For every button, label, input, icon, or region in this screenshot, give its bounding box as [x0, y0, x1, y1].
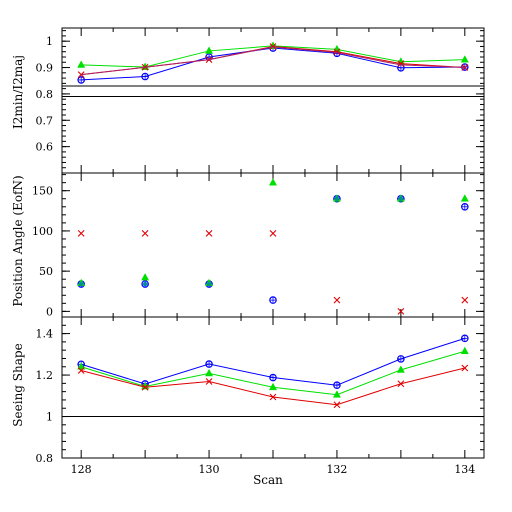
data-point-triangle: [460, 194, 469, 202]
panel-0: 0.6 0.7 0.8 0.9 1: [36, 28, 484, 173]
data-point-x: [333, 48, 341, 56]
y-tick-label: 1.2: [36, 369, 54, 382]
panel-1: 0 50 100 150: [32, 173, 484, 318]
data-point-x: [77, 229, 85, 237]
data-point-triangle: [460, 346, 469, 355]
data-point-circle: [397, 355, 405, 363]
data-point-x: [141, 229, 149, 237]
x-tick-label: 132: [326, 463, 347, 476]
data-point-triangle: [77, 362, 86, 370]
series-1-0: [77, 194, 469, 304]
data-point-circle: [461, 202, 469, 211]
y-tick-label: 0.6: [36, 141, 54, 154]
y-tick-label: 0.8: [36, 452, 54, 465]
series-1-2: [77, 229, 469, 315]
data-point-x: [269, 393, 277, 401]
series-1-1: [77, 178, 469, 287]
data-point-circle: [141, 280, 149, 288]
y-tick-label: 1: [46, 35, 53, 48]
y-tick-label: 0.8: [36, 88, 54, 101]
data-point-x: [77, 367, 85, 374]
data-point-x: [205, 378, 213, 385]
data-point-circle: [205, 360, 213, 368]
data-point-circle: [269, 373, 277, 382]
data-point-x: [461, 296, 469, 304]
ylabel-bottom-panel: Seeing Shape: [11, 343, 25, 426]
data-point-dot: [206, 281, 212, 287]
data-point-triangle: [141, 273, 150, 281]
panel-frame-1: [61, 172, 485, 318]
data-point-x: [397, 60, 405, 67]
data-point-triangle: [268, 178, 278, 186]
series-2-1: [77, 346, 469, 398]
data-point-circle: [333, 381, 341, 390]
data-point-x: [333, 401, 341, 409]
y-tick-label: 0.9: [36, 62, 54, 75]
x-tick-label: 130: [199, 463, 220, 476]
data-point-triangle: [205, 46, 214, 54]
data-point-x: [269, 43, 277, 50]
data-point-dot: [334, 196, 340, 201]
y-tick-label: 1: [46, 411, 53, 424]
series-2-0: [77, 334, 469, 390]
data-point-triangle: [77, 60, 86, 68]
series-0-3: [81, 46, 465, 76]
data-point-dot: [398, 196, 404, 201]
x-tick-label: 134: [454, 463, 475, 476]
data-point-triangle: [332, 390, 341, 398]
y-tick-label: 100: [32, 225, 53, 238]
data-point-circle: [461, 334, 469, 343]
ylabel-top-panel: I2min/I2maj: [11, 55, 25, 129]
data-point-triangle: [268, 382, 278, 391]
data-point-triangle: [396, 365, 405, 373]
panel-frames: [61, 27, 485, 459]
data-point-triangle: [460, 55, 469, 63]
ylabel-middle-panel: Position Angle (EofN): [11, 175, 25, 306]
data-point-x: [141, 383, 149, 391]
data-point-dot: [78, 281, 84, 287]
y-tick-label: 1.4: [36, 328, 54, 341]
data-point-x: [397, 307, 405, 315]
y-tick-label: 50: [39, 265, 53, 278]
data-point-x: [397, 380, 405, 388]
xlabel: Scan: [253, 473, 283, 487]
data-point-circle: [77, 76, 85, 84]
data-point-circle: [269, 296, 277, 304]
data-point-circle: [141, 72, 149, 81]
data-point-x: [461, 364, 469, 372]
y-tick-label: 0: [46, 305, 53, 318]
panel-2: 0.8 1 1.2 1.4 128 130 132 134: [36, 316, 484, 476]
data-point-triangle: [205, 368, 214, 377]
data-point-x: [269, 229, 277, 237]
series-line: [81, 46, 465, 76]
y-tick-label: 0.7: [36, 114, 54, 127]
series-2-2: [77, 364, 469, 409]
x-tick-label: 128: [71, 463, 92, 476]
data-point-x: [333, 296, 341, 304]
y-tick-label: 150: [32, 185, 53, 198]
data-point-x: [205, 229, 213, 237]
series-1-3: [78, 196, 404, 287]
panels: 0.6 0.7 0.8 0.9 1 0 50 100 150 0.8 1 1.2 1.4 128 130 13…: [32, 28, 484, 476]
data-point-dot: [142, 281, 148, 287]
